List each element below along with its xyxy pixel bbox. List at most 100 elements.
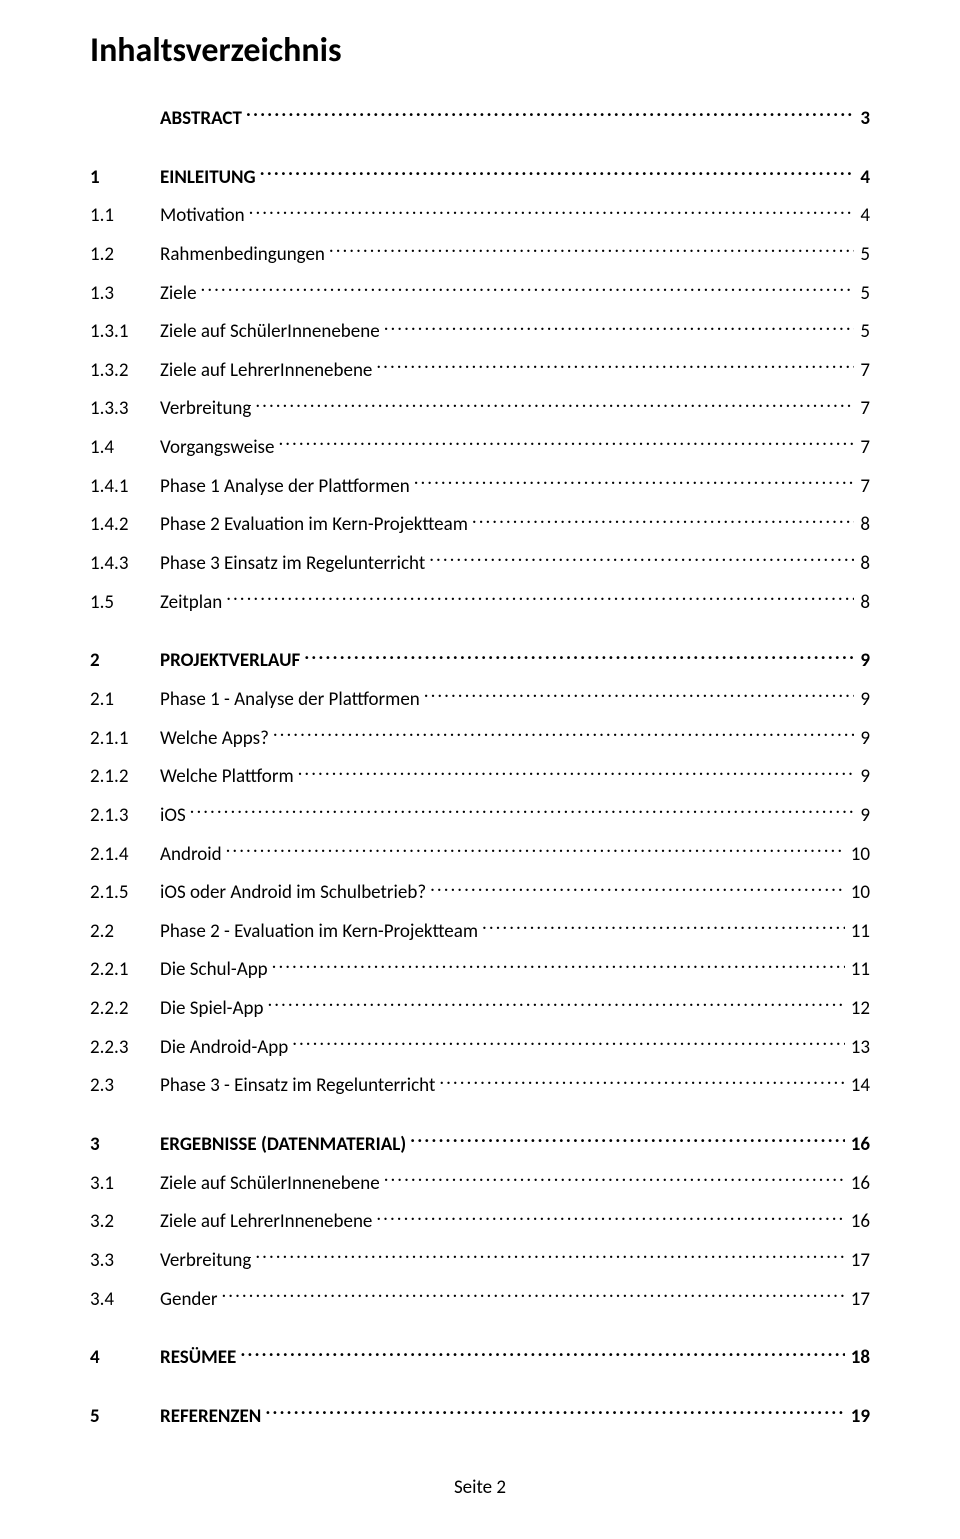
document-page: Inhaltsverzeichnis ABSTRACT 31EINLEITUNG… <box>0 0 960 1539</box>
toc-entry: 1.4.2Phase 2 Evaluation im Kern-Projektt… <box>90 505 870 544</box>
toc-entry: 1.4.1Phase 1 Analyse der Plattformen 7 <box>90 467 870 506</box>
toc-entry-label: Welche Plattform <box>160 764 298 790</box>
toc-entry: 1.4Vorgangsweise 7 <box>90 428 870 467</box>
toc-entry-number: 1.3 <box>90 281 160 307</box>
toc-entry-page: 13 <box>845 1035 870 1061</box>
toc-entry-label: Ziele auf SchülerInnenebene <box>160 319 384 345</box>
toc-leader-dots <box>376 357 854 376</box>
toc-entry-number: 3.3 <box>90 1248 160 1274</box>
toc-entry-number: 2 <box>90 648 160 674</box>
toc-leader-dots <box>304 647 854 666</box>
toc-leader-dots <box>265 1403 844 1422</box>
toc-entry-number: 2.1.4 <box>90 842 160 868</box>
toc-entry-label: Welche Apps? <box>160 726 273 752</box>
toc-entry-page: 7 <box>854 396 870 422</box>
toc-section-gap <box>90 1318 870 1338</box>
toc-entry-page: 10 <box>845 842 870 868</box>
toc-entry-label: Vorgangsweise <box>160 435 278 461</box>
toc-section-gap <box>90 1105 870 1125</box>
toc-entry-page: 16 <box>845 1209 870 1235</box>
toc-entry-label: iOS <box>160 803 190 829</box>
toc-entry: 2.2.3Die Android-App 13 <box>90 1028 870 1067</box>
toc-entry-number: 2.2 <box>90 919 160 945</box>
toc-entry-label: Phase 3 Einsatz im Regelunterricht <box>160 551 429 577</box>
toc-entry-label: Phase 2 Evaluation im Kern-Projektteam <box>160 512 472 538</box>
toc-entry-page: 11 <box>845 919 870 945</box>
toc-entry-page: 9 <box>854 764 870 790</box>
toc-leader-dots <box>430 879 845 898</box>
toc-entry: 2.2.2Die Spiel-App 12 <box>90 989 870 1028</box>
toc-entry-number: 3.1 <box>90 1171 160 1197</box>
toc-entry-page: 7 <box>854 435 870 461</box>
toc-leader-dots <box>226 841 845 860</box>
toc-entry-label: Die Spiel-App <box>160 996 267 1022</box>
toc-entry: 2.1.5iOS oder Android im Schulbetrieb? 1… <box>90 873 870 912</box>
toc-entry-page: 5 <box>854 281 870 307</box>
toc-section-gap <box>90 1377 870 1397</box>
toc-entry: 1.3.2Ziele auf LehrerInnenebene 7 <box>90 351 870 390</box>
toc-entry: 1.2Rahmenbedingungen 5 <box>90 235 870 274</box>
toc-entry: 3.1Ziele auf SchülerInnenebene 16 <box>90 1164 870 1203</box>
toc-leader-dots <box>292 1034 845 1053</box>
toc-entry: 5REFERENZEN 19 <box>90 1397 870 1436</box>
toc-entry-number: 2.1.1 <box>90 726 160 752</box>
page-footer: Seite 2 <box>90 1476 870 1499</box>
toc-entry: 1.1Motivation 4 <box>90 196 870 235</box>
toc-leader-dots <box>410 1131 845 1150</box>
toc-entry-label: Ziele auf LehrerInnenebene <box>160 1209 376 1235</box>
toc-entry-label: Rahmenbedingungen <box>160 242 329 268</box>
toc-entry-label: ERGEBNISSE (DATENMATERIAL) <box>160 1132 410 1158</box>
toc-entry: 2.3Phase 3 - Einsatz im Regelunterricht … <box>90 1066 870 1105</box>
page-title: Inhaltsverzeichnis <box>90 30 870 71</box>
toc-entry-label: iOS oder Android im Schulbetrieb? <box>160 880 430 906</box>
toc-entry-label: Ziele <box>160 281 201 307</box>
toc-entry-label: Ziele auf LehrerInnenebene <box>160 358 376 384</box>
toc-entry-label: Zeitplan <box>160 590 226 616</box>
toc-entry: 2.1.1Welche Apps? 9 <box>90 719 870 758</box>
toc-entry-label: Phase 3 - Einsatz im Regelunterricht <box>160 1073 439 1099</box>
toc-entry-number: 1.5 <box>90 590 160 616</box>
toc-entry-number: 2.1.3 <box>90 803 160 829</box>
toc-entry: 3.3Verbreitung 17 <box>90 1241 870 1280</box>
toc-entry-number: 1.3.3 <box>90 396 160 422</box>
toc-entry-number: 1.3.2 <box>90 358 160 384</box>
toc-entry-page: 16 <box>845 1171 870 1197</box>
toc-leader-dots <box>221 1286 844 1305</box>
toc-entry-page: 19 <box>845 1404 870 1430</box>
toc-entry-page: 14 <box>845 1073 870 1099</box>
toc-entry: 2.1.4Android 10 <box>90 835 870 874</box>
toc-leader-dots <box>384 1170 845 1189</box>
toc-entry-page: 8 <box>854 590 870 616</box>
toc-entry-page: 7 <box>854 358 870 384</box>
toc-entry: 3.4Gender 17 <box>90 1280 870 1319</box>
toc-entry: 2.1.3iOS 9 <box>90 796 870 835</box>
toc-entry: 2PROJEKTVERLAUF 9 <box>90 641 870 680</box>
toc-entry-page: 9 <box>854 648 870 674</box>
toc-entry-label: RESÜMEE <box>160 1345 240 1371</box>
toc-entry-number: 5 <box>90 1404 160 1430</box>
toc-leader-dots <box>260 164 855 183</box>
toc-leader-dots <box>414 473 855 492</box>
toc-entry-label: Verbreitung <box>160 1248 255 1274</box>
toc-entry-page: 9 <box>854 726 870 752</box>
toc-entry: 1.3.3Verbreitung 7 <box>90 389 870 428</box>
toc-leader-dots <box>240 1344 844 1363</box>
toc-entry-page: 5 <box>854 242 870 268</box>
toc-entry-label: Die Schul-App <box>160 957 272 983</box>
toc-entry-number: 2.2.1 <box>90 957 160 983</box>
toc-entry-page: 9 <box>854 803 870 829</box>
toc-leader-dots <box>267 995 844 1014</box>
toc-leader-dots <box>384 318 855 337</box>
toc-entry-number: 1 <box>90 165 160 191</box>
toc-entry-label: REFERENZEN <box>160 1404 265 1430</box>
toc-entry: 1.4.3Phase 3 Einsatz im Regelunterricht … <box>90 544 870 583</box>
toc-entry: 2.1Phase 1 - Analyse der Plattformen 9 <box>90 680 870 719</box>
toc-leader-dots <box>255 1247 844 1266</box>
toc-entry-number: 1.4.3 <box>90 551 160 577</box>
toc-entry-label: Gender <box>160 1287 221 1313</box>
toc-entry-label: Ziele auf SchülerInnenebene <box>160 1171 384 1197</box>
toc-entry-label: Android <box>160 842 226 868</box>
toc-entry-number: 1.4 <box>90 435 160 461</box>
toc-entry: 3ERGEBNISSE (DATENMATERIAL) 16 <box>90 1125 870 1164</box>
toc-leader-dots <box>298 763 855 782</box>
